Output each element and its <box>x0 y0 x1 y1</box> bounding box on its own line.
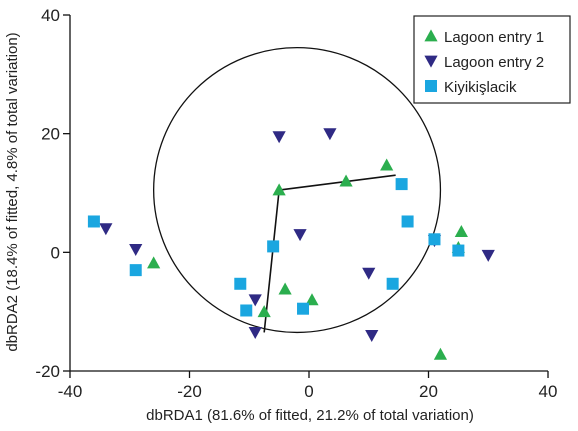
legend-label-lagoon-entry-2: Lagoon entry 2 <box>444 54 544 71</box>
point-series-3-4 <box>234 277 247 290</box>
legend: Lagoon entry 1 Lagoon entry 2 Kiyikişlac… <box>413 15 571 104</box>
point-series-2-4 <box>129 243 143 256</box>
point-series-2-3 <box>99 223 113 236</box>
y-tick-label-40: 40 <box>41 6 60 25</box>
point-series-2-1 <box>272 131 286 144</box>
legend-marker-series-3 <box>425 80 437 92</box>
point-series-2-6 <box>248 294 262 307</box>
x-tick-label-40: 40 <box>539 382 558 401</box>
legend-marker-series-2 <box>424 55 438 68</box>
y-tick-label-20: 20 <box>41 125 60 144</box>
point-series-1-1 <box>272 183 286 196</box>
legend-label-lagoon-entry-1: Lagoon entry 1 <box>444 29 544 46</box>
correlation-circle <box>152 46 442 334</box>
point-series-3-6 <box>297 302 310 315</box>
point-series-2-8 <box>362 267 376 280</box>
legend-label-kiyikislacik: Kiyikişlacik <box>444 79 517 96</box>
point-series-1-8 <box>433 347 448 360</box>
plot-area <box>87 46 495 360</box>
x-tick-label-20: 20 <box>419 382 438 401</box>
point-series-2-9 <box>365 330 379 342</box>
point-series-2-2 <box>323 128 337 141</box>
point-series-3-9 <box>428 233 441 246</box>
legend-marker-series-1 <box>424 29 438 42</box>
point-series-3-10 <box>452 244 465 257</box>
point-series-3-1 <box>87 215 100 228</box>
point-series-2-5 <box>293 229 307 242</box>
point-series-1-9 <box>454 224 468 237</box>
x-axis-title: dbRDA1 (81.6% of fitted, 21.2% of total … <box>146 407 474 424</box>
point-series-1-2 <box>339 174 353 187</box>
point-series-3-5 <box>240 304 253 317</box>
vector-line-2 <box>263 189 280 333</box>
point-series-1-3 <box>380 158 394 171</box>
point-series-3-8 <box>401 215 414 228</box>
point-series-2-7 <box>248 327 262 340</box>
point-series-3-2 <box>129 264 142 277</box>
point-series-1-7 <box>305 293 319 306</box>
x-tick-label--40: -40 <box>58 382 83 401</box>
y-tick-label--20: -20 <box>35 362 60 381</box>
x-tick-label--20: -20 <box>177 382 202 401</box>
point-series-1-5 <box>278 282 292 295</box>
y-tick-label-0: 0 <box>51 243 60 262</box>
legend-box <box>413 15 571 104</box>
point-series-1-4 <box>147 256 161 269</box>
point-series-3-7 <box>395 178 408 191</box>
vector-line-1 <box>279 174 396 191</box>
x-tick-label-0: 0 <box>304 382 313 401</box>
point-series-3-11 <box>386 277 399 290</box>
point-series-1-6 <box>257 305 271 318</box>
point-series-2-11 <box>481 249 495 262</box>
legend-markers <box>424 29 438 92</box>
point-series-3-3 <box>267 240 280 253</box>
y-axis-title: dbRDA2 (18.4% of fitted, 4.8% of total v… <box>4 32 21 351</box>
